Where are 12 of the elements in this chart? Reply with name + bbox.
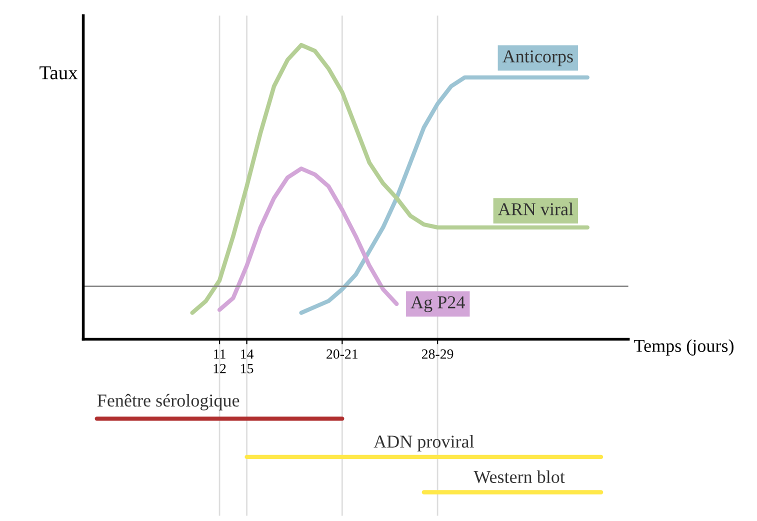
series-label: ARN viral [498, 202, 574, 216]
x-tick-label: 11 12 [214, 349, 226, 374]
series-label: Western blot [474, 470, 565, 484]
series-label: Fenêtre sérologique [97, 394, 240, 410]
series-label: ADN proviral [374, 435, 474, 452]
x-tick-label: 14 15 [241, 349, 254, 374]
y-axis-title: Taux [40, 66, 78, 80]
x-axis-title: Temps (jours) [634, 339, 734, 356]
x-tick-label: 28-29 [422, 349, 454, 359]
series-label: Anticorps [502, 50, 573, 66]
x-tick-label: 20-21 [326, 349, 358, 359]
series-label: Ag P24 [410, 296, 465, 312]
